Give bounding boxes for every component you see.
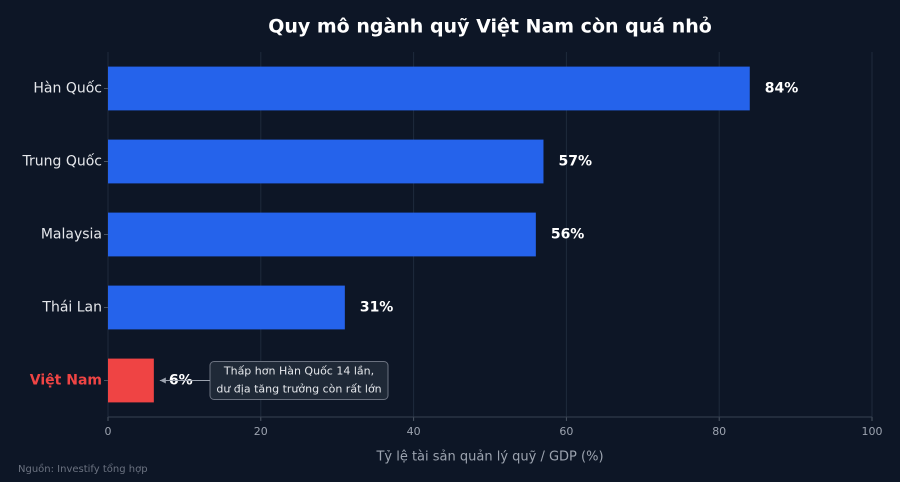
value-label: 56% (551, 227, 585, 243)
bar (108, 212, 536, 257)
x-axis-label: Tỷ lệ tài sản quản lý quỹ / GDP (%) (375, 450, 603, 465)
x-tick-label: 60 (559, 425, 573, 438)
value-label: 57% (558, 154, 592, 170)
bar (108, 358, 154, 403)
chart-title: Quy mô ngành quỹ Việt Nam còn quá nhỏ (268, 16, 712, 38)
annotation-arrowhead (159, 377, 166, 384)
bar (108, 66, 750, 111)
y-tick-label: Trung Quốc (22, 153, 103, 170)
source-note: Nguồn: Investify tổng hợp (18, 462, 148, 475)
annotation-text: Thấp hơn Hàn Quốc 14 lần, (223, 365, 374, 378)
y-tick-label: Malaysia (41, 227, 102, 243)
annotation-text: dư địa tăng trưởng còn rất lớn (216, 383, 381, 396)
bar (108, 285, 345, 330)
y-tick-label: Việt Nam (30, 373, 102, 389)
y-tick-label: Thái Lan (41, 300, 102, 316)
y-tick-label: Hàn Quốc (33, 80, 102, 97)
x-tick-label: 100 (862, 425, 883, 438)
value-label: 31% (360, 300, 394, 316)
value-label: 84% (765, 81, 799, 97)
x-tick-label: 0 (105, 425, 112, 438)
x-tick-label: 80 (712, 425, 726, 438)
bar (108, 139, 544, 184)
x-tick-label: 40 (407, 425, 421, 438)
x-tick-label: 20 (254, 425, 268, 438)
